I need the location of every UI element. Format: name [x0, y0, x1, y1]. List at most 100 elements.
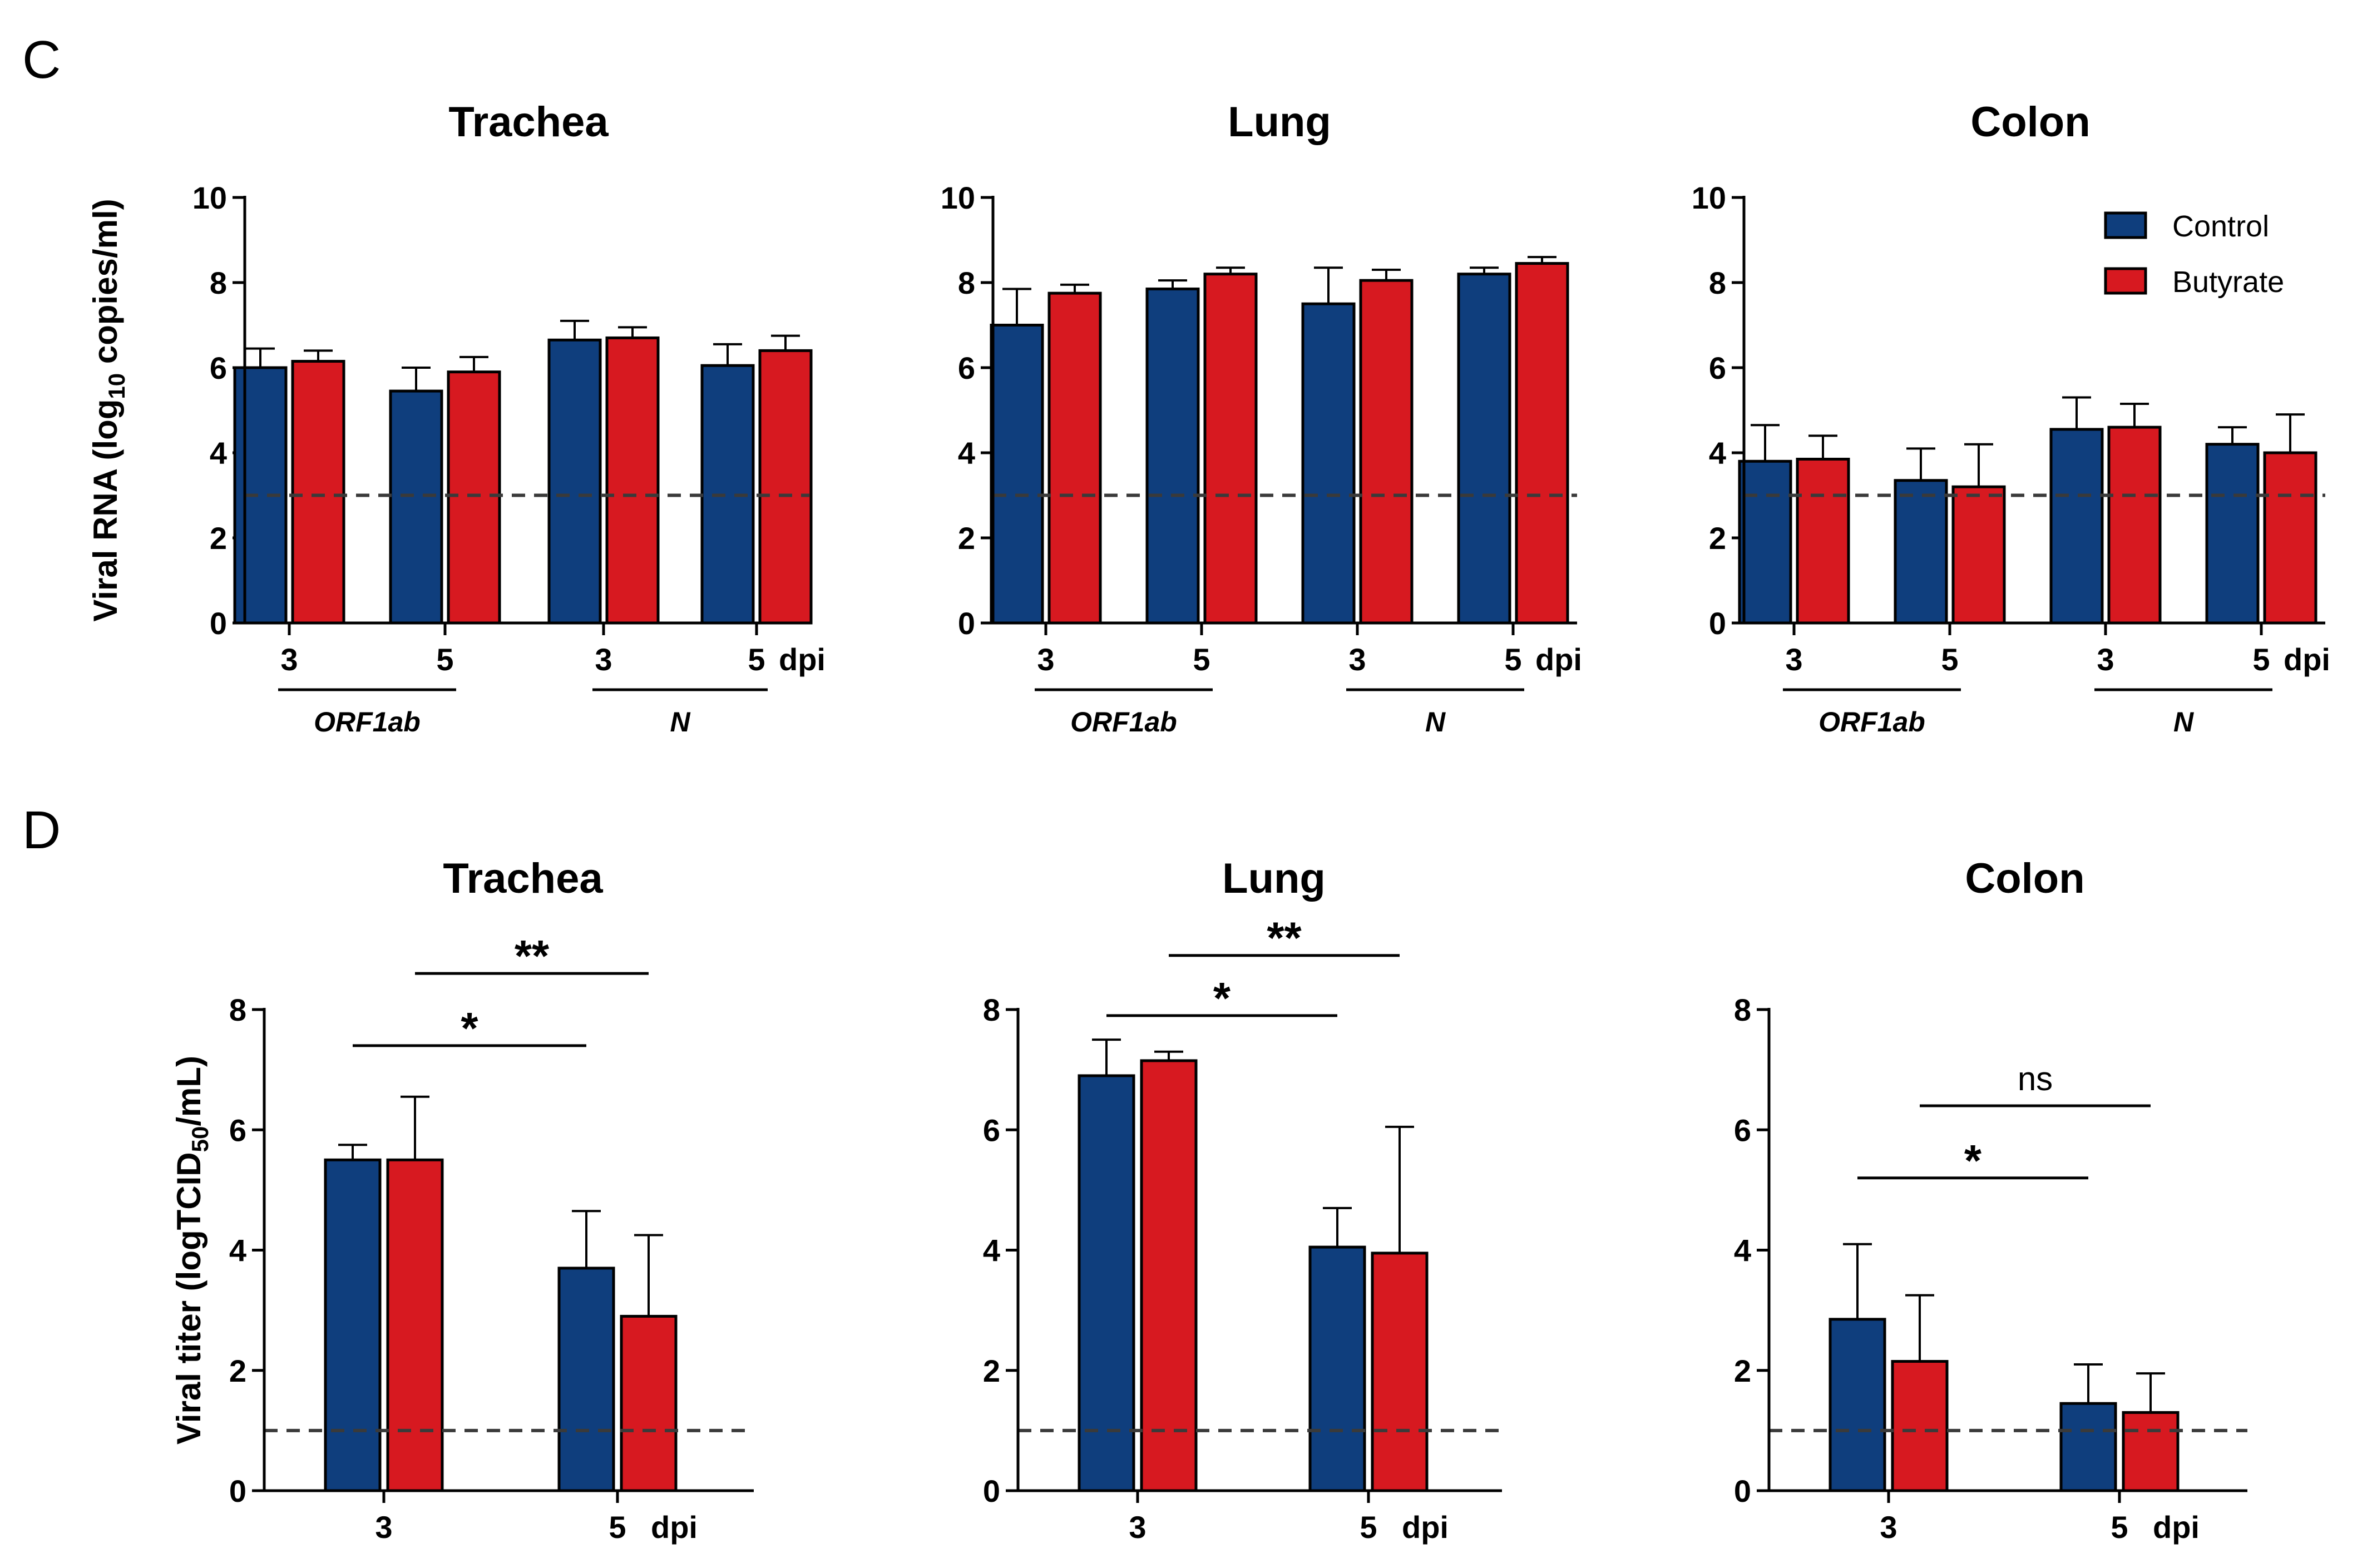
y-tick-label: 10 [1692, 180, 1726, 215]
gene-label: ORF1ab [1818, 706, 1925, 738]
x-category-label: 3 [280, 642, 298, 677]
panel-letter-d: D [22, 800, 61, 860]
bar-butyrate [447, 370, 501, 625]
y-tick-label: 2 [229, 1353, 246, 1388]
y-tick-label: 10 [941, 180, 975, 215]
x-category-label: 5 [2111, 1510, 2128, 1545]
y-axis-title-main: Viral titer (logTCID [170, 1152, 207, 1445]
dpi-label: dpi [1402, 1510, 1449, 1545]
y-axis-title-subscript: 50 [187, 1126, 213, 1152]
bar-butyrate [1140, 1059, 1198, 1492]
x-category-label: 5 [436, 642, 453, 677]
y-axis-title: Viral titer (logTCID50/mL) [170, 1056, 213, 1445]
x-category-label: 3 [1348, 642, 1366, 677]
gene-label: ORF1ab [1070, 706, 1177, 738]
bar-butyrate [758, 349, 813, 625]
significance-label: * [1964, 1136, 1982, 1185]
bar-butyrate [1951, 485, 2006, 625]
significance-label: * [461, 1003, 478, 1053]
chart-title: Colon [1970, 98, 2090, 146]
dpi-label: dpi [651, 1510, 698, 1545]
y-tick-label: 0 [958, 606, 975, 641]
y-tick-label: 2 [983, 1353, 1000, 1388]
y-tick-label: 6 [210, 350, 227, 385]
x-category-label: 3 [1037, 642, 1054, 677]
bar-control [389, 389, 443, 625]
bar-control [1457, 273, 1511, 625]
bar-butyrate [2107, 426, 2162, 625]
y-tick-label: 4 [958, 436, 975, 471]
bar-butyrate [1371, 1252, 1429, 1492]
y-tick-label: 6 [983, 1112, 1000, 1147]
y-axis-title: Viral RNA (log10 copies/ml) [87, 199, 130, 621]
bar-butyrate [2122, 1411, 2180, 1492]
bar-control [1894, 479, 1948, 625]
y-axis-title-subscript: 10 [103, 373, 130, 399]
bar-control [324, 1158, 382, 1492]
bar-control [1301, 302, 1356, 625]
y-tick-label: 0 [210, 606, 227, 641]
y-tick-label: 8 [958, 265, 975, 300]
bar-butyrate [1203, 273, 1258, 625]
y-tick-label: 8 [1709, 265, 1726, 300]
bar-control [2049, 428, 2104, 625]
legend-swatch-butyrate [2104, 267, 2147, 295]
y-tick-label: 2 [1709, 521, 1726, 556]
x-category-label: 5 [609, 1510, 626, 1545]
bar-butyrate [1359, 279, 1414, 625]
bar-control [1829, 1318, 1886, 1492]
x-category-label: 5 [1193, 642, 1210, 677]
bar-control [557, 1267, 615, 1492]
bar-butyrate [2263, 451, 2317, 625]
y-tick-label: 2 [210, 521, 227, 556]
bar-butyrate [1047, 291, 1102, 625]
bar-control [1145, 287, 1200, 625]
bar-control [1738, 459, 1792, 625]
bar-butyrate [1796, 457, 1850, 625]
chart-C-lung: Lung 0 2 4 6 8 10 3 5 3 5 dpi ORF1ab N [941, 98, 1582, 738]
y-tick-label: 8 [229, 992, 246, 1027]
panel-letter-c: C [22, 30, 61, 90]
dpi-label: dpi [2284, 642, 2330, 677]
x-category-label: 5 [748, 642, 765, 677]
y-axis-title-end: copies/ml) [87, 199, 124, 373]
y-tick-label: 4 [1734, 1233, 1751, 1268]
y-tick-label: 8 [983, 992, 1000, 1027]
dpi-label: dpi [2153, 1510, 2200, 1545]
bar-control [547, 338, 602, 625]
chart-title: Lung [1222, 855, 1326, 902]
significance-label: ns [2018, 1060, 2053, 1097]
dpi-label: dpi [1535, 642, 1582, 677]
chart-C-colon: Colon 0 2 4 6 8 10 3 5 3 5 dpi ORF1ab N Control Butyrat… [1692, 98, 2330, 738]
y-tick-label: 4 [229, 1233, 246, 1268]
bar-butyrate [386, 1158, 444, 1492]
bar-butyrate [605, 336, 660, 625]
y-axis-title-end: /mL) [170, 1056, 207, 1126]
significance-label: ** [515, 931, 550, 981]
y-tick-label: 6 [958, 350, 975, 385]
chart-D-colon: Colon 0 2 4 6 8 3 5 dpi * ns [1734, 855, 2247, 1545]
x-category-label: 3 [375, 1510, 392, 1545]
chart-title: Lung [1228, 98, 1331, 146]
x-category-label: 5 [1360, 1510, 1377, 1545]
gene-label: ORF1ab [314, 706, 421, 738]
bar-butyrate [1515, 262, 1569, 625]
x-category-label: 3 [1785, 642, 1802, 677]
y-tick-label: 0 [229, 1473, 246, 1508]
gene-label: N [2173, 706, 2194, 738]
y-tick-label: 8 [210, 265, 227, 300]
y-tick-label: 0 [1734, 1473, 1751, 1508]
x-category-label: 5 [2252, 642, 2270, 677]
legend-label-control: Control [2172, 210, 2269, 243]
bar-control [2059, 1402, 2117, 1492]
y-tick-label: 2 [1734, 1353, 1751, 1388]
y-axis-title-main: Viral RNA (log [87, 399, 124, 622]
chart-title: Trachea [443, 855, 603, 902]
y-tick-label: 0 [1709, 606, 1726, 641]
y-tick-label: 6 [1734, 1112, 1751, 1147]
charts-container: Trachea 0 2 4 6 8 10 3 5 3 5 dpi ORF1ab N Viral RNA (l… [87, 98, 2330, 1545]
bar-butyrate [1891, 1360, 1949, 1492]
bar-butyrate [291, 360, 345, 625]
